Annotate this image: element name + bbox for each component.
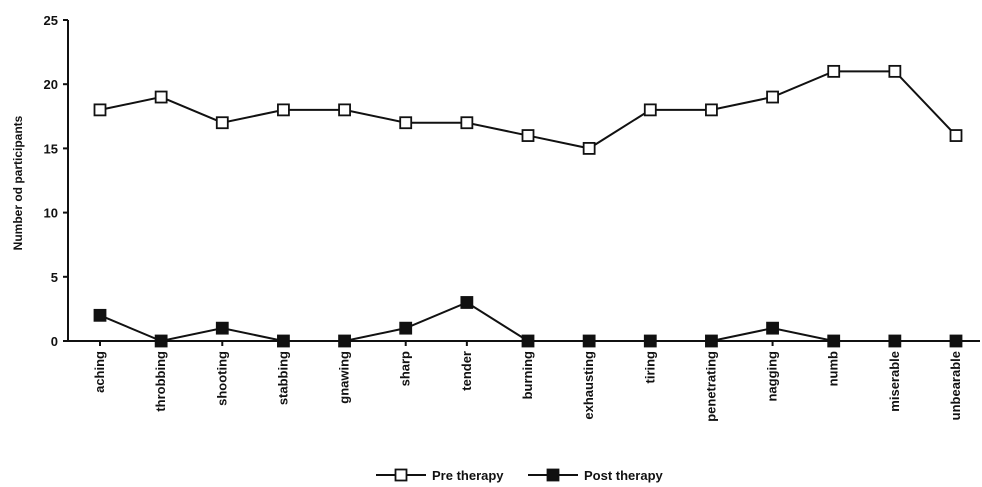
legend-item: Post therapy [528,468,664,483]
y-tick-label: 20 [44,77,58,92]
data-point [154,90,168,104]
legend-label: Pre therapy [432,468,504,483]
x-tick-label: exhausting [581,351,596,420]
data-point [827,334,841,348]
y-tick-label: 10 [44,206,58,221]
legend: Pre therapy Post therapy [376,468,664,483]
x-tick-label: miserable [887,351,902,412]
legend-marker [394,468,408,482]
x-tick-label: throbbing [153,351,168,412]
data-point [460,116,474,130]
data-point [705,334,718,348]
x-tick-label: gnawing [337,351,352,404]
x-tick-label: tender [459,351,474,391]
data-point [277,103,290,117]
series-layer [93,64,963,348]
data-point [949,334,963,348]
data-point [399,116,413,130]
data-point [643,103,657,117]
x-tick-label: unbearable [948,351,963,420]
y-axis: 0 5 10 15 20 25 [44,13,69,349]
data-point [338,103,351,117]
data-point [949,129,963,142]
data-point [888,64,902,78]
data-point [215,321,229,335]
data-point [582,334,596,348]
data-point [277,334,290,348]
x-tick-label: penetrating [703,351,718,422]
y-tick-label: 0 [51,334,58,349]
data-point [93,103,107,117]
data-point [827,64,841,78]
x-tick-label: shooting [214,351,229,406]
x-tick-label: sharp [398,351,413,386]
legend-item: Pre therapy [376,468,504,483]
series-pre-therapy [93,64,963,155]
y-tick-label: 25 [44,13,58,28]
x-axis: aching throbbing shooting stabbing gnawing sh… [68,340,980,422]
y-tick-label: 15 [44,141,58,156]
data-point [215,116,229,130]
legend-marker [546,468,560,482]
data-point [766,90,779,104]
x-tick-label: stabbing [275,351,290,405]
data-point [93,308,107,322]
x-tick-label: tiring [642,351,657,384]
data-point [460,296,474,309]
series-post-therapy [93,296,963,348]
y-axis-label: Number od participants [11,115,25,250]
data-point [643,334,657,348]
x-tick-label: burning [520,351,535,399]
data-point [766,321,779,335]
data-point [888,334,902,348]
x-tick-label: nagging [765,351,780,402]
data-point [154,334,168,348]
data-point [521,129,535,142]
data-point [338,334,351,348]
x-tick-label: aching [92,351,107,393]
data-point [582,141,596,155]
x-tick-label: numb [826,351,841,386]
data-point [399,321,413,335]
y-tick-label: 5 [51,270,58,285]
legend-label: Post therapy [584,468,664,483]
data-point [705,103,718,117]
data-point [521,334,535,348]
